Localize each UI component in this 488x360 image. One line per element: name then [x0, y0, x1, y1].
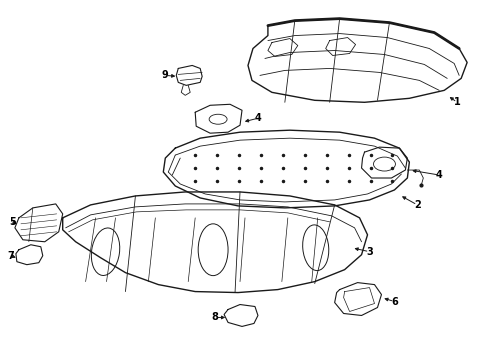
Text: 6: 6	[390, 297, 397, 306]
Text: 7: 7	[7, 251, 14, 261]
Text: 3: 3	[366, 247, 372, 257]
Text: 5: 5	[9, 217, 16, 227]
Text: 8: 8	[211, 312, 218, 323]
Text: 1: 1	[453, 97, 460, 107]
Text: 4: 4	[435, 170, 442, 180]
Text: 9: 9	[162, 71, 168, 80]
Text: 4: 4	[254, 113, 261, 123]
Text: 2: 2	[413, 200, 420, 210]
